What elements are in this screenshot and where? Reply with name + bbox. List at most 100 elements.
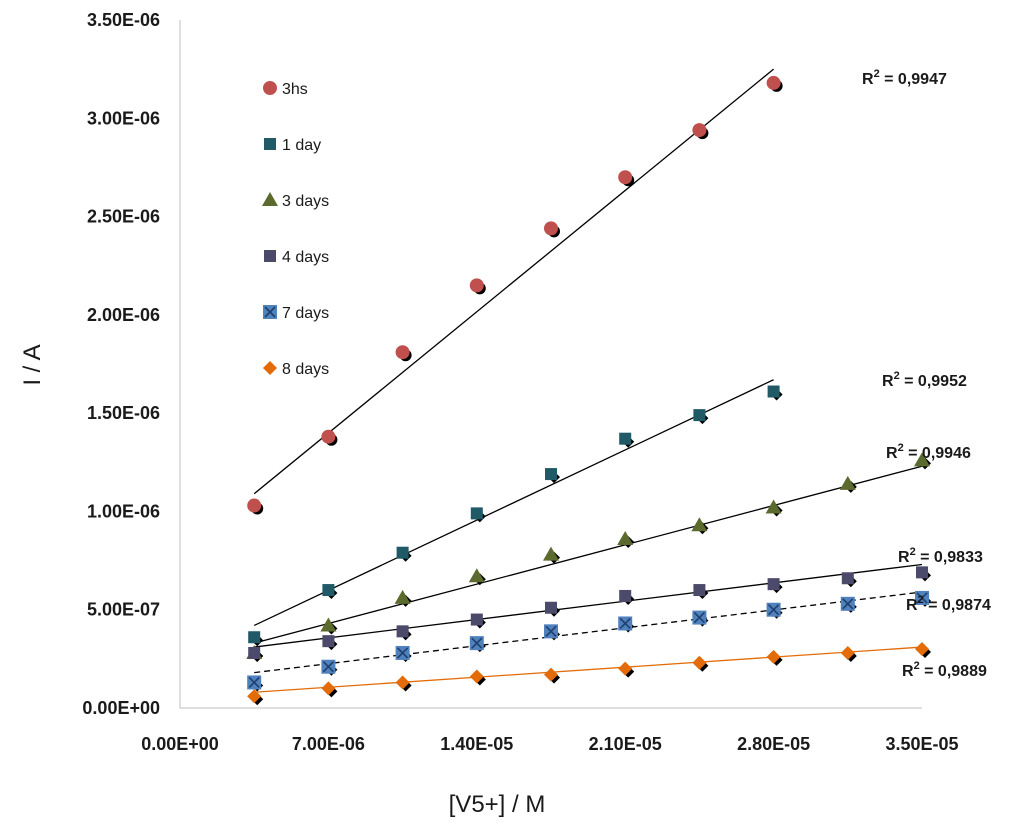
point-8-days: [766, 649, 781, 664]
point-3-days: [914, 452, 930, 467]
marker-cross: [545, 625, 557, 637]
x-tick-label: 7.00E-06: [292, 734, 365, 754]
point-4-days: [396, 625, 409, 638]
point-3-days: [839, 475, 856, 490]
point-7-days: [544, 624, 558, 639]
point-4-days: [322, 635, 335, 648]
legend: 3hs 1 day 3 days 4 days 7 days 8 days: [262, 81, 329, 378]
legend-marker: [263, 81, 277, 95]
y-tick-label: 3.50E-06: [87, 10, 160, 30]
point-3-days: [765, 499, 782, 514]
legend-label: 4 days: [282, 249, 329, 266]
point-7-days: [692, 610, 707, 625]
point-4-days: [619, 589, 632, 602]
point-3-days: [617, 530, 634, 545]
x-tick-label: 1.40E-05: [440, 734, 513, 754]
point-4-days: [470, 613, 483, 626]
r2-label: R2 = 0,9889: [902, 660, 987, 680]
x-tick-label: 2.10E-05: [589, 734, 662, 754]
legend-label: 8 days: [282, 361, 329, 378]
marker-cross: [248, 676, 260, 689]
point-7-days: [321, 659, 336, 674]
point-4-days: [841, 572, 854, 585]
r2-label: R2 = 0,9952: [882, 370, 967, 390]
y-tick-label: 0.00E+00: [82, 698, 160, 718]
y-tick-label: 3.00E-06: [87, 108, 160, 128]
point-1-day: [545, 468, 557, 481]
point-3-days: [543, 546, 559, 561]
point-7-days: [247, 675, 262, 690]
legend-label: 1 day: [282, 137, 321, 154]
point-3hs: [766, 75, 781, 90]
trendline-1-day: [253, 379, 774, 627]
point-1-day: [396, 546, 409, 559]
marker-cross: [264, 306, 276, 318]
point-7-days: [395, 645, 410, 660]
marker-cross: [471, 637, 483, 649]
trendline-4-days: [254, 563, 923, 648]
x-axis-title: [V5+] / M: [449, 791, 546, 818]
axes: [179, 20, 922, 709]
point-1-day: [693, 409, 706, 422]
r2-label: R2 = 0,9833: [898, 546, 983, 566]
legend-marker: [264, 250, 276, 262]
point-8-days: [469, 669, 484, 684]
point-8-days: [618, 661, 633, 676]
point-8-days: [247, 689, 262, 704]
y-tick-label: 1.50E-06: [87, 403, 160, 423]
marker-cross: [397, 647, 409, 659]
point-3hs: [618, 170, 633, 185]
y-tick-label: 5.00E-07: [87, 600, 160, 620]
point-3hs: [469, 278, 484, 293]
trendlines: [253, 68, 923, 693]
point-4-days: [248, 646, 261, 659]
point-8-days: [840, 645, 855, 660]
r2-label: R2 = 0,9947: [862, 68, 947, 88]
point-4-days: [693, 584, 706, 597]
point-3-days: [320, 617, 337, 632]
point-3hs: [395, 345, 410, 360]
point-1-day: [619, 432, 632, 445]
data-points: [246, 75, 930, 704]
point-3-days: [691, 517, 708, 532]
point-1-day: [470, 507, 483, 520]
tick-labels: 0.00E+00 5.00E-07 1.00E-06 1.50E-06 2.00E-06…: [82, 10, 958, 754]
point-3hs: [321, 429, 336, 444]
marker-cross: [693, 612, 705, 624]
y-tick-label: 2.50E-06: [87, 207, 160, 227]
legend-label: 3 days: [282, 193, 329, 210]
point-1-day: [767, 385, 780, 398]
marker-cross: [842, 598, 854, 610]
marker-cross: [619, 617, 631, 630]
point-7-days: [618, 616, 633, 631]
trendline-3hs: [253, 68, 775, 495]
marker-cross: [768, 604, 780, 616]
y-tick-label: 2.00E-06: [87, 305, 160, 325]
y-axis-title: I / A: [19, 344, 46, 385]
trendline-8-days: [254, 646, 923, 693]
legend-label: 7 days: [282, 305, 329, 322]
point-8-days: [544, 667, 558, 682]
point-7-days: [840, 596, 855, 611]
point-8-days: [321, 681, 336, 696]
point-1-day: [248, 631, 261, 644]
point-3-days: [394, 589, 411, 604]
point-3hs: [247, 498, 262, 513]
point-8-days: [915, 642, 929, 657]
y-tick-label: 1.00E-06: [87, 501, 160, 521]
point-3hs: [544, 221, 558, 236]
legend-marker: [262, 192, 278, 206]
legend-marker: [263, 361, 277, 375]
legend-marker: [263, 305, 277, 319]
x-tick-label: 2.80E-05: [737, 734, 810, 754]
trendline-7-days: [254, 591, 923, 674]
r2-label: R2 = 0,9946: [886, 442, 971, 462]
x-tick-label: 0.00E+00: [141, 734, 219, 754]
point-3-days: [468, 568, 485, 583]
marker-cross: [916, 592, 928, 604]
legend-marker: [264, 138, 276, 150]
r2-labels: R2 = 0,9947 R2 = 0,9952 R2 = 0,9946 R2 = 0,…: [862, 68, 991, 680]
point-4-days: [545, 601, 557, 614]
point-4-days: [767, 578, 780, 591]
point-7-days: [469, 636, 484, 651]
